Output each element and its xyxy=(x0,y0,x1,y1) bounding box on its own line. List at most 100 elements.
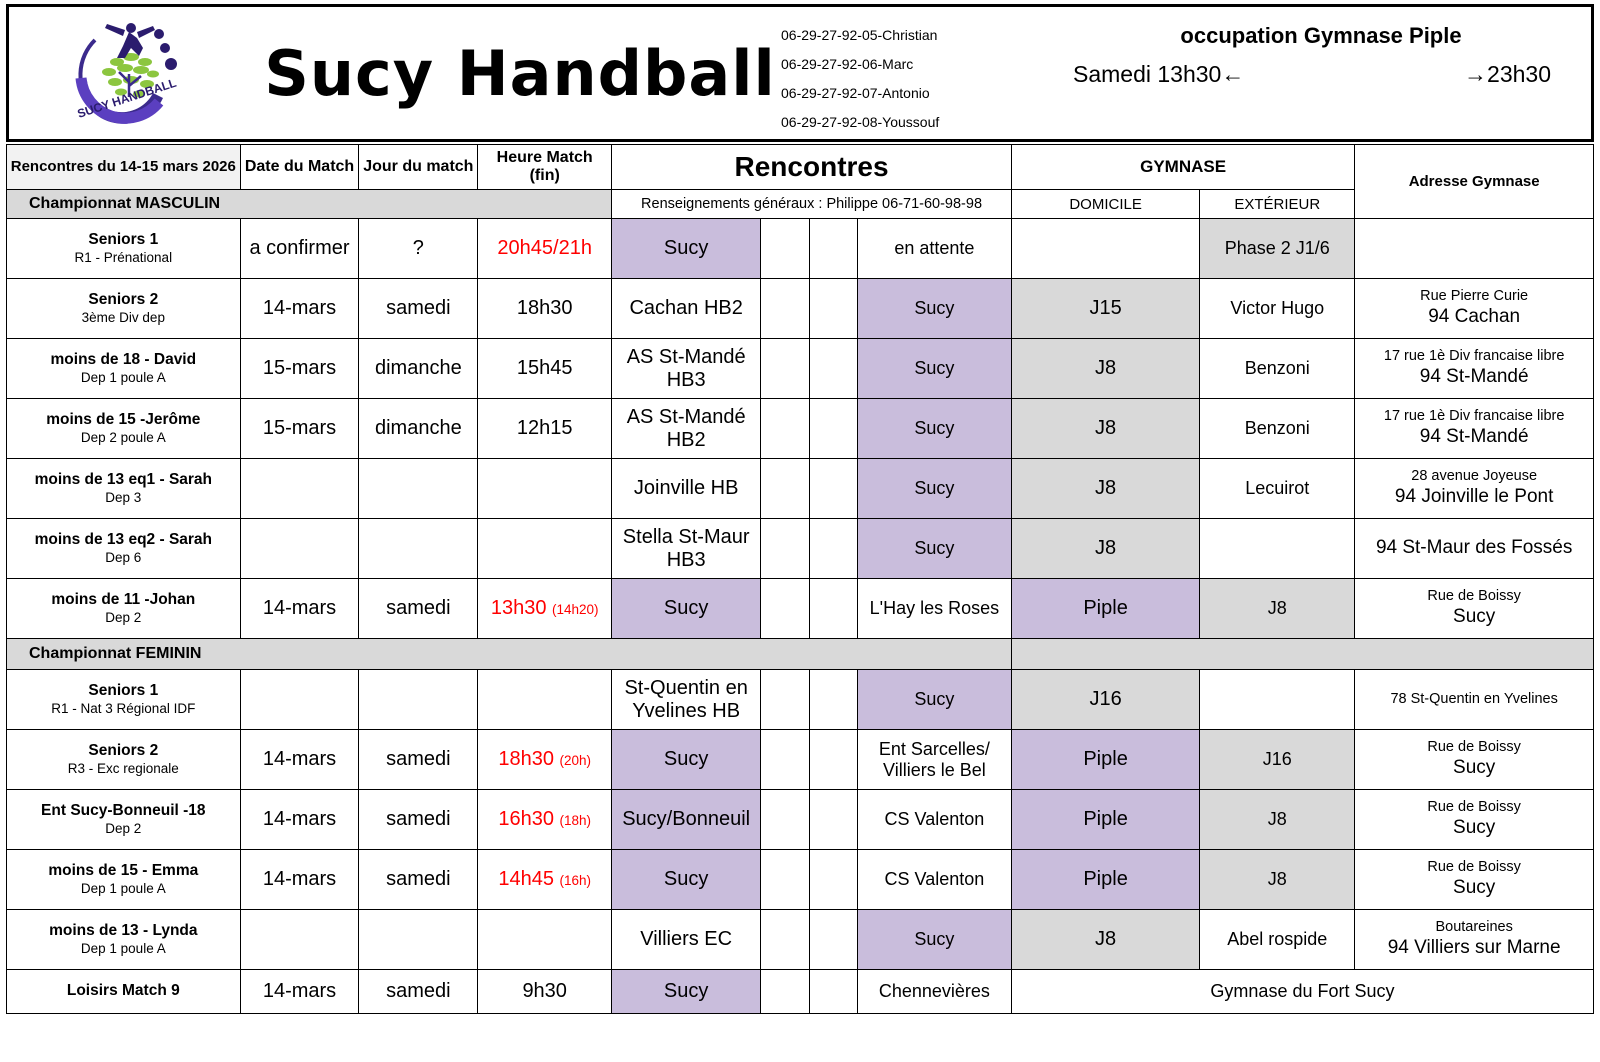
row-score-away[interactable] xyxy=(808,909,858,970)
row-score-away[interactable] xyxy=(808,218,858,279)
occupation-start: Samedi 13h30← xyxy=(1073,61,1244,88)
table-row: moins de 13 - Lynda Dep 1 poule A Villiers… xyxy=(6,909,1594,970)
row-home-team: Sucy/Bonneuil xyxy=(611,789,762,850)
row-away-team: Sucy xyxy=(856,338,1012,399)
row-score-away[interactable] xyxy=(808,789,858,850)
row-score-home[interactable] xyxy=(760,398,810,459)
row-address-line2: 94 St-Maur des Fossés xyxy=(1375,537,1573,559)
row-score-away[interactable] xyxy=(808,518,858,579)
row-date: 14-mars xyxy=(239,278,360,339)
header-cell-date: Date du Match xyxy=(239,144,360,190)
row-jour: samedi xyxy=(358,729,479,790)
row-gymnase-exterieur xyxy=(1199,669,1356,730)
row-jour xyxy=(358,458,479,519)
row-category: moins de 13 eq2 - Sarah Dep 6 xyxy=(6,518,241,579)
row-home-team: St-Quentin en Yvelines HB xyxy=(611,669,762,730)
row-score-away[interactable] xyxy=(808,398,858,459)
row-category: moins de 18 - David Dep 1 poule A xyxy=(6,338,241,399)
row-score-away[interactable] xyxy=(808,849,858,910)
row-address: Rue de Boissy Sucy xyxy=(1354,729,1594,790)
row-away-team: Sucy xyxy=(856,518,1012,579)
row-score-home[interactable] xyxy=(760,338,810,399)
row-score-home[interactable] xyxy=(760,969,810,1014)
row-score-home[interactable] xyxy=(760,218,810,279)
table-row: moins de 13 eq2 - Sarah Dep 6 Stella St-Ma… xyxy=(6,518,1594,579)
row-category-division: Dep 2 xyxy=(105,820,142,836)
row-score-home[interactable] xyxy=(760,729,810,790)
row-home-team: AS St-Mandé HB2 xyxy=(611,398,762,459)
header-cell-adresse: Adresse Gymnase xyxy=(1354,144,1594,219)
row-category-name: Seniors 2 xyxy=(88,290,159,308)
row-category-division: Dep 1 poule A xyxy=(80,880,166,896)
page-header: SUCY HANDBALL Sucy Handball 06-29-27-92-… xyxy=(6,4,1594,142)
row-date: 14-mars xyxy=(239,969,360,1014)
row-heure: 9h30 xyxy=(477,969,613,1014)
row-score-home[interactable] xyxy=(760,669,810,730)
row-score-away[interactable] xyxy=(808,669,858,730)
row-heure xyxy=(477,458,613,519)
row-category: moins de 13 - Lynda Dep 1 poule A xyxy=(6,909,241,970)
row-jour xyxy=(358,669,479,730)
table-row: Ent Sucy-Bonneuil -18 Dep 2 14-mars samedi 1… xyxy=(6,789,1594,850)
row-date: 15-mars xyxy=(239,398,360,459)
row-score-home[interactable] xyxy=(760,909,810,970)
row-address-line1: Rue de Boissy xyxy=(1427,799,1521,816)
row-score-home[interactable] xyxy=(760,578,810,639)
row-score-home[interactable] xyxy=(760,849,810,910)
row-score-away[interactable] xyxy=(808,729,858,790)
row-score-away[interactable] xyxy=(808,969,858,1014)
row-score-home[interactable] xyxy=(760,278,810,339)
row-heure-value: 15h45 xyxy=(516,357,573,379)
row-score-home[interactable] xyxy=(760,518,810,579)
row-category-division: R1 - Prénational xyxy=(74,249,173,265)
row-address-line1: Rue de Boissy xyxy=(1427,859,1521,876)
row-gymnase-exterieur: J8 xyxy=(1199,789,1356,850)
row-score-away[interactable] xyxy=(808,578,858,639)
row-heure-value: 18h30 xyxy=(516,297,573,319)
row-category: moins de 15 -Jerôme Dep 2 poule A xyxy=(6,398,241,459)
row-date xyxy=(239,518,360,579)
schedule-table: Rencontres du 14-15 mars 2026 Date du Mat… xyxy=(5,144,1595,1014)
row-jour: ? xyxy=(358,218,479,279)
row-gymnase-full: Gymnase du Fort Sucy xyxy=(1010,969,1595,1014)
row-date: 14-mars xyxy=(239,578,360,639)
section-blank-feminin xyxy=(1010,638,1595,670)
row-gymnase-exterieur: Victor Hugo xyxy=(1199,278,1356,339)
row-score-home[interactable] xyxy=(760,458,810,519)
row-address-line2: 94 Joinville le Pont xyxy=(1394,485,1554,507)
row-home-team: Sucy xyxy=(611,578,762,639)
row-heure-value: 14h45 (16h) xyxy=(498,868,592,890)
row-jour: dimanche xyxy=(358,338,479,399)
row-address-line2: 94 Villiers sur Marne xyxy=(1387,936,1561,958)
row-category: moins de 11 -Johan Dep 2 xyxy=(6,578,241,639)
row-address-line1: Rue Pierre Curie xyxy=(1420,288,1529,305)
table-row: Seniors 1 R1 - Prénational a confirmer? 20h… xyxy=(6,218,1594,279)
row-score-away[interactable] xyxy=(808,458,858,519)
header-cell-rencontres: Rencontres xyxy=(611,144,1012,190)
row-address-line2: Sucy xyxy=(1453,605,1496,627)
row-address-line2: 94 St-Mandé xyxy=(1419,365,1529,387)
row-away-team: en attente xyxy=(856,218,1012,279)
row-gymnase-domicile: Piple xyxy=(1010,729,1201,790)
section-row-feminin: Championnat FEMININ xyxy=(6,638,1595,670)
row-category-division: Dep 3 xyxy=(105,489,142,505)
row-score-away[interactable] xyxy=(808,338,858,399)
occupation-end: →23h30 xyxy=(1464,61,1551,88)
row-jour: samedi xyxy=(358,849,479,910)
row-away-team: CS Valenton xyxy=(856,849,1012,910)
row-score-home[interactable] xyxy=(760,789,810,850)
table-row: Seniors 2 3ème Div dep 14-mars samedi 18h30 C… xyxy=(6,278,1594,339)
row-heure-value: 20h45/21h xyxy=(497,237,592,259)
row-category-name: Seniors 1 xyxy=(88,681,159,699)
row-score-away[interactable] xyxy=(808,278,858,339)
row-date: 14-mars xyxy=(239,729,360,790)
gym-occupation-block: occupation Gymnase Piple Samedi 13h30← →… xyxy=(1051,7,1591,139)
row-away-team: CS Valenton xyxy=(856,789,1012,850)
row-category-name: moins de 13 eq2 - Sarah xyxy=(34,530,213,548)
row-category: Loisirs Match 9 xyxy=(6,969,241,1014)
row-heure: 14h45 (16h) xyxy=(477,849,613,910)
header-cell-heure: Heure Match (fin) xyxy=(477,144,613,190)
row-category-name: moins de 18 - David xyxy=(50,350,197,368)
row-category-division: 3ème Div dep xyxy=(81,309,165,325)
row-home-team: Sucy xyxy=(611,849,762,910)
